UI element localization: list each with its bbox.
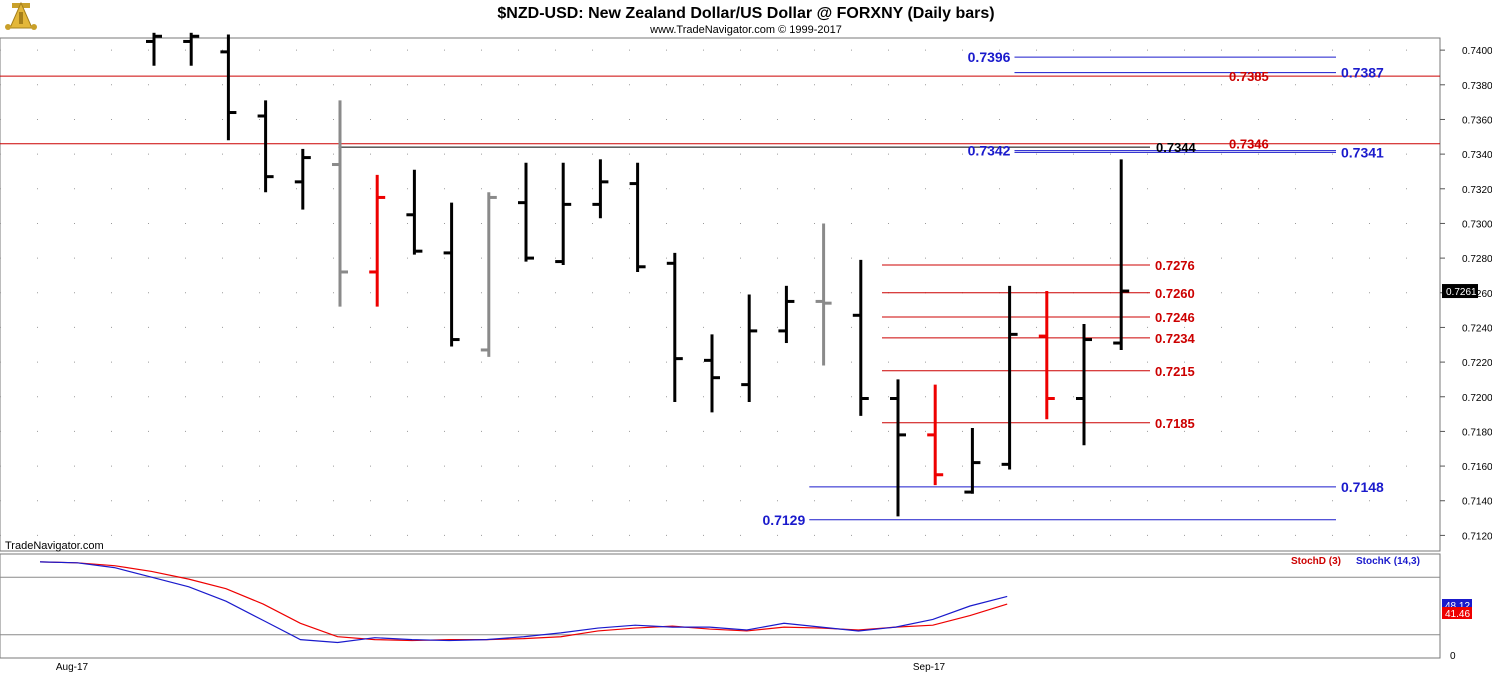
watermark-label: TradeNavigator.com	[5, 540, 104, 552]
date-x-axis: Aug-17 Sep-17	[56, 662, 946, 673]
level-label: 0.7396	[968, 49, 1011, 65]
level-label: 0.7129	[762, 512, 805, 528]
ohlc-bar	[1076, 323, 1092, 446]
ohlc-bar	[220, 34, 237, 141]
ohlc-bar	[778, 285, 795, 344]
ohlc-bar	[1113, 159, 1130, 350]
level-label: 0.7344	[1156, 140, 1197, 155]
level-label: 0.7276	[1155, 258, 1195, 273]
stoch-d-value: 41.46	[1445, 609, 1470, 620]
chart-subtitle: www.TradeNavigator.com © 1999-2017	[649, 24, 842, 36]
y-tick-label: 0.7180	[1462, 427, 1492, 438]
x-tick-label: Aug-17	[56, 662, 89, 673]
y-tick-label: 0.7120	[1462, 531, 1492, 542]
ohlc-bar	[927, 384, 944, 486]
ohlc-bar	[741, 294, 758, 402]
level-label: 0.7260	[1155, 286, 1195, 301]
indicator-plot-area	[0, 553, 1441, 659]
trade-navigator-logo-icon	[5, 1, 37, 30]
y-tick-label: 0.7300	[1462, 219, 1492, 230]
x-tick-label: Sep-17	[913, 662, 946, 673]
price-bars	[146, 32, 1130, 517]
y-tick-label: 0.7380	[1462, 81, 1492, 92]
ohlc-bar	[666, 252, 683, 402]
y-tick-label: 0.7400	[1462, 46, 1492, 57]
level-label: 0.7246	[1155, 310, 1195, 325]
last-price-badge: 0.7261	[1442, 284, 1478, 299]
level-label: 0.7234	[1155, 331, 1196, 346]
ohlc-bar	[704, 334, 720, 413]
y-tick-label: 0.7240	[1462, 323, 1492, 334]
level-label: 0.7185	[1155, 416, 1195, 431]
level-label: 0.7385	[1229, 69, 1269, 84]
y-tick-label: 0.7360	[1462, 115, 1492, 126]
ohlc-bar	[257, 100, 274, 193]
ohlc-bar	[555, 162, 572, 266]
ohlc-bar	[480, 192, 497, 357]
stoch-k-value: 48.12	[1445, 601, 1470, 612]
level-labels: 0.7396 0.7387 0.7385 0.7346 0.7344 0.7342 0.73…	[762, 49, 1384, 528]
ohlc-bar	[592, 159, 609, 219]
ohlc-bar	[443, 202, 460, 347]
ohlc-bar	[852, 259, 869, 416]
price-plot-area	[0, 37, 1441, 552]
chart-header: $NZD-USD: New Zealand Dollar/US Dollar @…	[5, 1, 995, 36]
ohlc-bar	[406, 169, 423, 255]
ohlc-bar	[518, 162, 534, 262]
y-tick-label: 0.7280	[1462, 254, 1492, 265]
ohlc-bar	[1001, 285, 1018, 470]
level-lines	[0, 56, 1440, 521]
y-tick-label: 0.7220	[1462, 358, 1492, 369]
ohlc-bar	[629, 162, 646, 272]
ohlc-bar	[332, 100, 348, 307]
indicator-zero-tick: 0	[1450, 651, 1456, 662]
ohlc-bar	[183, 32, 200, 66]
last-price-value: 0.7261	[1446, 287, 1477, 298]
y-tick-label: 0.7320	[1462, 185, 1492, 196]
stoch-d-legend: StochD (3)	[1291, 556, 1341, 567]
level-label: 0.7342	[968, 143, 1011, 159]
level-label: 0.7148	[1341, 479, 1384, 495]
ohlc-bar	[294, 148, 311, 210]
y-tick-label: 0.7200	[1462, 393, 1492, 404]
ohlc-bar	[146, 32, 162, 66]
y-tick-label: 0.7140	[1462, 497, 1492, 508]
level-label: 0.7215	[1155, 364, 1195, 379]
chart-title: $NZD-USD: New Zealand Dollar/US Dollar @…	[497, 5, 994, 22]
ohlc-bar	[890, 379, 906, 517]
stoch-k-line	[39, 561, 1008, 644]
level-label: 0.7387	[1341, 65, 1384, 81]
level-label: 0.7346	[1229, 137, 1269, 152]
ohlc-bar	[815, 223, 832, 366]
level-label: 0.7341	[1341, 144, 1384, 160]
y-tick-label: 0.7160	[1462, 462, 1492, 473]
stoch-d-badge: 41.46	[1442, 607, 1472, 620]
indicator-lines	[39, 561, 1008, 644]
stoch-k-legend: StochK (14,3)	[1356, 556, 1420, 567]
indicator-grid	[0, 576, 1440, 636]
y-tick-label: 0.7340	[1462, 150, 1492, 161]
ohlc-bar	[1038, 291, 1055, 420]
ohlc-bar	[964, 427, 981, 494]
ohlc-bar	[369, 174, 386, 307]
